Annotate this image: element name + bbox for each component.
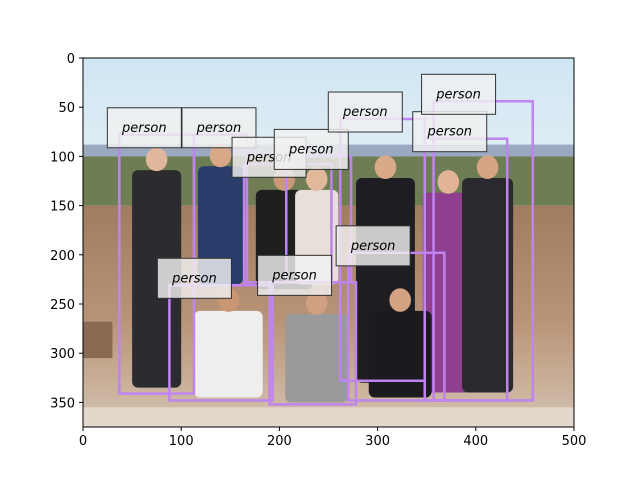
person-body — [197, 166, 244, 285]
detection-label-box — [327, 91, 403, 133]
detection-label: person — [196, 121, 242, 136]
floor-region — [83, 407, 574, 427]
detection-label-box — [412, 111, 488, 153]
person-figure — [285, 291, 349, 403]
y-tick-label: 200 — [50, 249, 75, 264]
y-tick-label: 0 — [67, 52, 75, 67]
x-tick-label: 500 — [562, 434, 587, 449]
wall-region — [83, 321, 113, 359]
person-body — [285, 313, 349, 403]
detection-label: person — [121, 121, 167, 136]
y-tick-label: 100 — [50, 150, 75, 165]
detection-label-box — [335, 225, 411, 267]
detection-label: person — [288, 142, 334, 157]
x-tick-label: 400 — [463, 434, 488, 449]
x-tick-label: 100 — [169, 434, 194, 449]
person-head — [437, 170, 460, 194]
y-tick-label: 350 — [50, 396, 75, 411]
y-tick-label: 150 — [50, 200, 75, 215]
axes: 0 100 200 300 400 500 0 50 100 150 200 250 300 350 — [50, 52, 586, 449]
detection-label-box — [257, 254, 333, 296]
detection-label-box — [156, 257, 232, 299]
x-tick-label: 200 — [267, 434, 292, 449]
person-head — [305, 167, 328, 191]
person-head — [305, 291, 328, 315]
person-head — [145, 147, 168, 172]
y-tick-label: 250 — [50, 298, 75, 313]
person-body — [462, 178, 514, 393]
detection-label: person — [426, 125, 472, 140]
person-body — [368, 310, 432, 398]
detection-label-box — [273, 128, 349, 170]
y-tick-label: 50 — [58, 101, 75, 116]
detection-label: person — [342, 105, 388, 120]
detection-label: person — [171, 271, 217, 286]
detection-label: person — [350, 239, 396, 254]
person-body — [193, 310, 263, 398]
x-tick-label: 300 — [365, 434, 390, 449]
detection-label: person — [271, 268, 317, 283]
detection-label: person — [435, 87, 481, 102]
person-figure — [197, 143, 244, 285]
person-figure — [462, 155, 514, 393]
detection-label-box — [421, 73, 497, 115]
person-head — [374, 155, 397, 180]
person-body — [422, 192, 474, 393]
detection-label-box — [106, 107, 182, 149]
person-figure — [422, 170, 474, 393]
x-tick-label: 0 — [79, 434, 87, 449]
y-tick-label: 300 — [50, 347, 75, 362]
detection-boxes: person person person person person person pers… — [106, 73, 535, 406]
person-head — [209, 143, 232, 168]
plot-frame — [82, 57, 575, 428]
person-figure — [368, 288, 432, 398]
person-head — [476, 155, 499, 180]
person-head — [389, 288, 411, 312]
